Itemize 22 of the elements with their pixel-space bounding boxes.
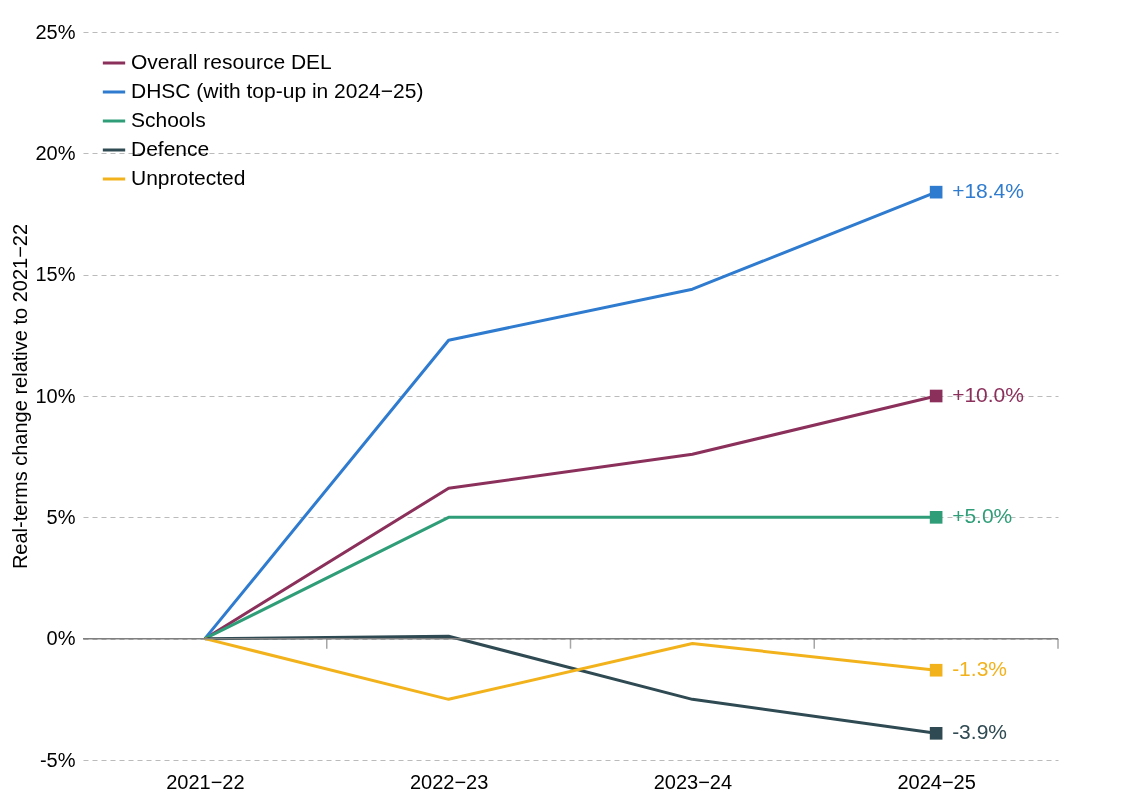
data-label: +5.0% <box>952 504 1013 528</box>
legend-label: Overall resource DEL <box>131 50 332 73</box>
x-tick-label: 2021−22 <box>166 770 245 793</box>
legend-label: Defence <box>131 137 210 160</box>
data-label: -1.3% <box>952 657 1007 681</box>
y-tick-label: 0% <box>46 627 76 650</box>
data-label: -3.9% <box>952 720 1007 744</box>
y-tick-label: 15% <box>35 263 76 286</box>
y-tick-label: 25% <box>35 20 76 43</box>
y-tick-label: 10% <box>35 384 76 407</box>
y-axis-title: Real-terms change relative to 2021−22 <box>9 223 32 570</box>
legend-label: Unprotected <box>131 166 246 189</box>
y-tick-label: -5% <box>39 748 76 771</box>
data-label: +18.4% <box>952 179 1024 203</box>
y-tick-label: 5% <box>46 505 76 528</box>
x-tick-label: 2023−24 <box>653 770 733 793</box>
x-tick-label: 2024−25 <box>897 770 976 793</box>
data-label: +10.0% <box>952 383 1024 406</box>
legend-label: DHSC (with top-up in 2024−25) <box>131 79 424 102</box>
y-tick-label: 20% <box>35 141 76 164</box>
legend-label: Schools <box>131 108 206 131</box>
x-tick-label: 2022−23 <box>409 770 489 793</box>
